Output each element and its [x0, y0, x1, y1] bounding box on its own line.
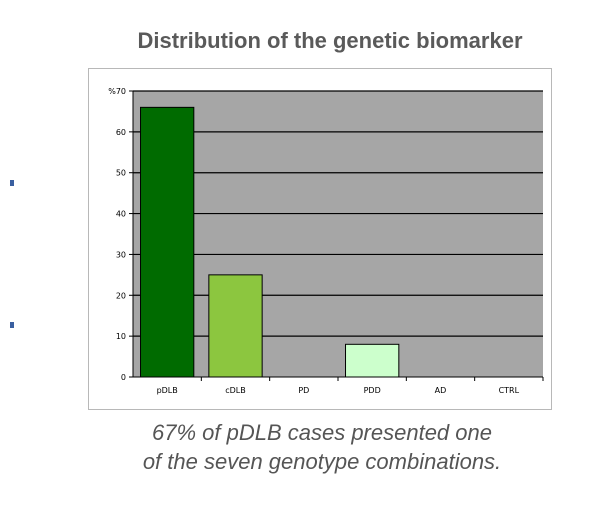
caption-line-2: of the seven genotype combinations.	[142, 449, 502, 474]
x-tick-label: AD	[435, 386, 447, 395]
bar-pdd	[345, 343, 400, 378]
margin-mark	[10, 180, 14, 186]
x-tick-label: PD	[298, 386, 309, 395]
y-tick-label: 50	[116, 169, 126, 178]
bar-cdlb	[208, 274, 263, 378]
x-tick-label: pDLB	[157, 386, 178, 395]
bar-chart: 0 10 20 30 40 50 60 %70 pDLB cDLB PD PDD AD CTRL	[108, 87, 544, 395]
margin-mark	[10, 322, 14, 328]
y-tick-label: 10	[116, 332, 126, 341]
y-tick-label: 20	[116, 291, 126, 300]
y-tick-label: 0	[121, 373, 126, 382]
x-tick-label: cDLB	[225, 386, 246, 395]
chart-caption: 67% of pDLB cases presented one of the s…	[62, 418, 582, 476]
y-tick-label: %70	[108, 87, 126, 96]
y-tick-label: 30	[116, 250, 126, 259]
chart-title: Distribution of the genetic biomarker	[137, 28, 523, 53]
plot-area	[133, 91, 543, 377]
x-tick-label: CTRL	[499, 386, 520, 395]
caption-line-1: 67% of pDLB cases presented one	[151, 420, 492, 445]
x-tick-label: PDD	[364, 386, 381, 395]
y-tick-label: 60	[116, 128, 126, 137]
chart-frame: 0 10 20 30 40 50 60 %70 pDLB cDLB PD PDD AD CTRL	[88, 68, 552, 410]
bar-pdlb	[140, 106, 195, 378]
y-tick-label: 40	[116, 210, 126, 219]
